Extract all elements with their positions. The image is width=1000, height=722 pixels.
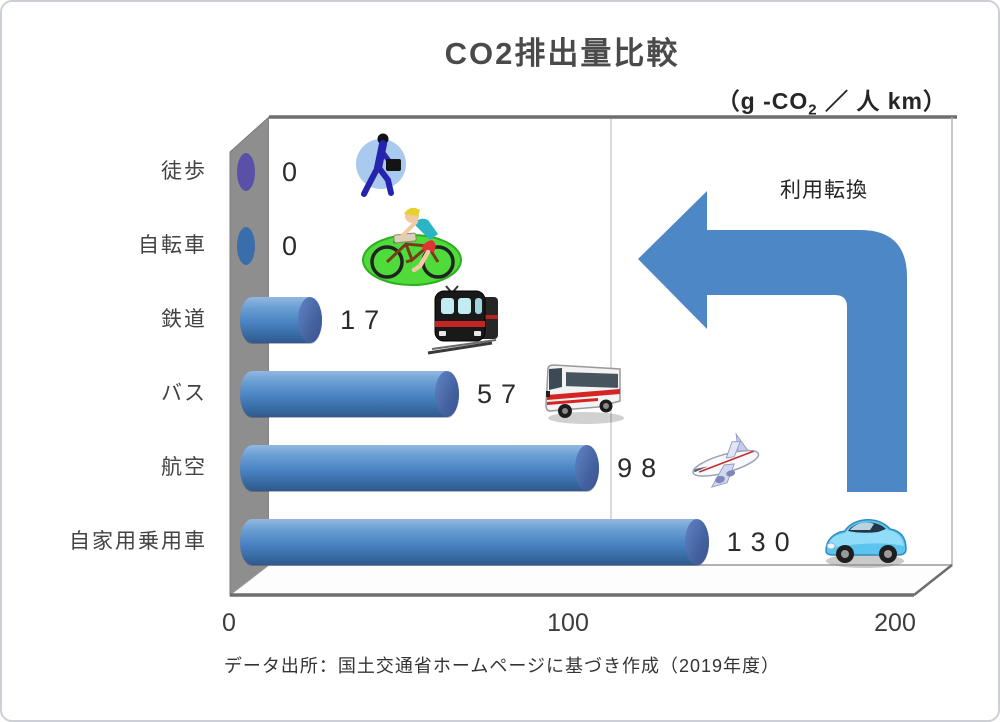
train-icon [422,285,506,357]
category-label-walk: 徒歩 [161,160,207,183]
walking-person-icon [342,130,420,204]
zero-bar-bicycle [237,227,255,265]
bar-end-cap [684,519,709,565]
value-label-walk: 0 [282,157,307,187]
value-label-aviation: 98 [617,453,666,483]
bar-railway [240,297,323,343]
bar-bus [240,371,459,417]
category-label-private-car: 自家用乗用車 [69,530,207,553]
zero-bar-walk [237,153,255,191]
axis-unit-label: （g -CO2 ／ 人 km） [602,82,947,119]
category-label-bus: バス [161,382,207,405]
mode-shift-arrow [638,191,907,492]
source-note: データ出所：国土交通省ホームページに基づき作成（2019年度） [223,656,781,676]
floor-right-edge [913,564,953,596]
category-label-aviation: 航空 [161,456,207,479]
value-label-railway: 17 [340,305,389,335]
value-label-private-car: 130 [726,527,799,557]
bicycle-icon [354,196,470,292]
unit-subscript: 2 [808,101,818,119]
unit-suffix: ／ 人 km） [817,88,947,114]
chart-title: CO2排出量比較 [444,36,680,71]
bar-end-cap [575,445,600,491]
value-label-bus: 57 [476,379,525,409]
bar-end-cap [434,371,459,417]
bar-private-car [240,519,709,565]
category-label-railway: 鉄道 [161,308,207,331]
unit-prefix: （g -CO [716,88,809,114]
bus-icon [534,357,631,429]
value-label-bicycle: 0 [282,231,307,261]
category-label-bicycle: 自転車 [138,234,207,257]
mode-shift-label: 利用転換 [780,179,868,202]
airplane-icon [678,430,776,498]
axis-tick-0: 0 [222,609,236,637]
car-icon [818,502,912,572]
axis-tick-100: 100 [547,609,589,637]
bar-end-cap [298,297,323,343]
bar-aviation [240,445,600,491]
axis-tick-200: 200 [874,609,916,637]
